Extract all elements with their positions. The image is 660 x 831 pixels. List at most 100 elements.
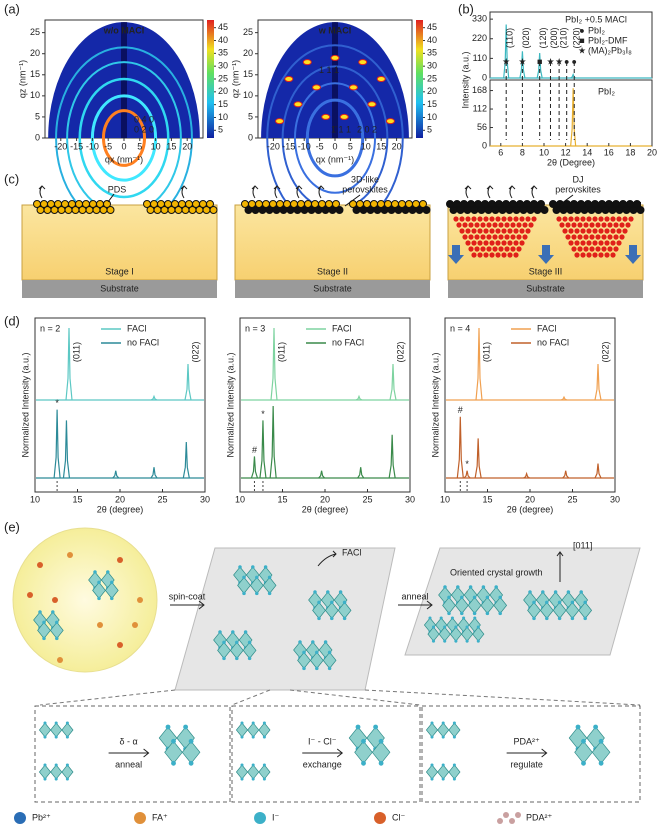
pointer (557, 194, 574, 207)
ion (443, 639, 447, 643)
release-arrow (317, 550, 337, 567)
phase-marker: * (465, 459, 469, 469)
film (234, 204, 431, 281)
ion (42, 620, 46, 625)
ion (117, 557, 123, 563)
peak (357, 467, 365, 479)
perovskite-dot (468, 234, 474, 240)
colorbar-tick-label: 10 (427, 112, 437, 122)
ion (54, 735, 58, 739)
octahedron (247, 764, 260, 780)
annotation: DJ (573, 174, 584, 184)
process-arrow (398, 600, 433, 610)
x-tick-label: 20 (647, 147, 657, 157)
perovskite-dot (483, 252, 489, 258)
panel-label: (b) (458, 1, 474, 16)
perovskite-dot (468, 222, 474, 228)
perovskite-dot (498, 222, 504, 228)
perovskite-dot (586, 228, 592, 234)
ion (137, 597, 143, 603)
release-arrow (317, 185, 325, 199)
octahedron (247, 722, 260, 738)
perovskite-dot (616, 216, 622, 222)
ion (65, 721, 69, 725)
perovskite-dot (568, 228, 574, 234)
ion (570, 600, 575, 605)
peak (456, 416, 464, 479)
peak (259, 420, 267, 479)
perovskite-dot (477, 216, 483, 222)
molecule (335, 206, 344, 214)
colorbar (416, 20, 423, 138)
ion (243, 630, 248, 634)
peak-index: (210) (559, 27, 569, 48)
perovskite-dot (492, 246, 498, 252)
spot (330, 54, 340, 61)
octahedron (425, 722, 439, 738)
ion (54, 777, 58, 781)
perovskite-dot (568, 240, 574, 246)
legend-label: Pb²⁺ (32, 812, 51, 822)
peak (594, 463, 602, 479)
octahedron (235, 722, 249, 738)
ion (255, 591, 259, 596)
x-axis-label: 2θ (Degree) (547, 157, 595, 167)
x-axis-label: 2θ (degree) (302, 504, 349, 514)
perovskite-dot (471, 216, 477, 222)
perovskite-dot (492, 234, 498, 240)
peak-label: (011) (71, 342, 81, 362)
ion (222, 656, 226, 661)
ion (593, 724, 599, 730)
release-arrow (180, 185, 188, 199)
colorbar-tick-label: 15 (427, 99, 437, 109)
peak (318, 470, 326, 479)
perovskite-dot (610, 240, 616, 246)
perovskite-dot (471, 240, 477, 246)
ion (441, 721, 445, 725)
ion (481, 585, 486, 589)
perovskite-dot (513, 240, 519, 246)
perovskite-dot (589, 246, 595, 252)
wedge (332, 22, 338, 138)
zoom-line (289, 689, 421, 706)
ion (43, 735, 47, 739)
ion (242, 591, 246, 596)
ion (93, 570, 97, 574)
perovskite-dot (474, 222, 480, 228)
ion (323, 640, 328, 644)
y-tick-label: 330 (472, 14, 487, 24)
colorbar-tick-label: 30 (427, 61, 437, 71)
molecule (422, 206, 431, 214)
perovskite-dot (480, 246, 486, 252)
phase-marker: * (261, 409, 265, 419)
x-tick-label: 16 (604, 147, 614, 157)
ion (317, 600, 321, 605)
colorbar-tick-label: 45 (427, 22, 437, 32)
legend-symbol: ● (579, 25, 584, 35)
octahedron (258, 764, 271, 780)
ion (327, 650, 332, 655)
ion (454, 625, 458, 629)
ion (452, 721, 456, 725)
ring (305, 98, 365, 178)
x-tick-label: 20 (182, 141, 192, 151)
substrate (404, 547, 641, 656)
perovskite-dot (465, 216, 471, 222)
legend-label: FACl (537, 323, 557, 333)
peak-index: (200) (549, 27, 559, 48)
peak-label: (011) (481, 342, 491, 362)
ion (439, 616, 443, 620)
ion (188, 760, 194, 766)
ion (262, 777, 266, 781)
stage-label: Stage I (105, 266, 134, 276)
inset-frame (34, 705, 231, 803)
perovskite-dot (525, 228, 531, 234)
ion (443, 625, 447, 629)
perovskite-dot (465, 228, 471, 234)
perovskite-dot (465, 240, 471, 246)
process-label: anneal (401, 591, 428, 601)
annotation: perovskites (342, 184, 388, 194)
colorbar-tick-label: 25 (218, 73, 228, 83)
octahedron (448, 764, 461, 780)
